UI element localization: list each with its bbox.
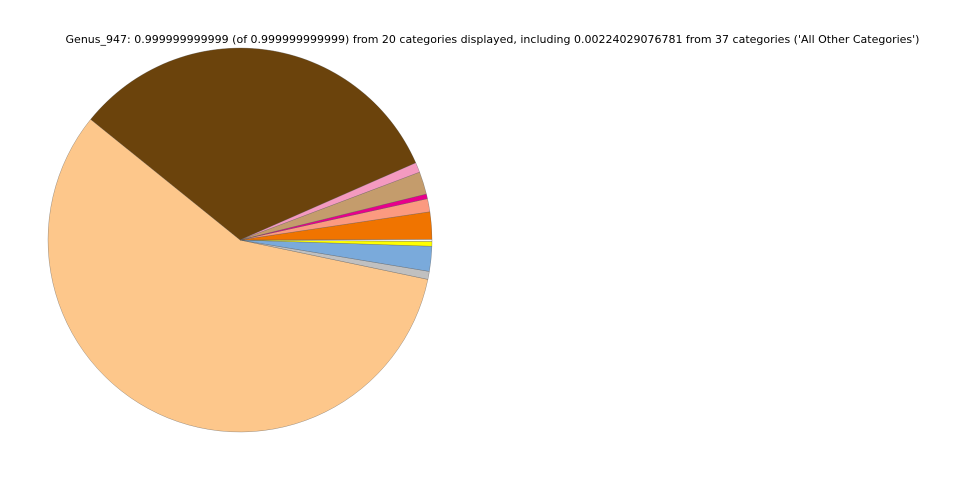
pie-slice-10 (239, 162, 420, 241)
chart-title: Genus_947: 0.999999999999 (of 0.99999999… (65, 33, 920, 46)
pie-slice-0 (90, 47, 417, 241)
pie-slice-1 (47, 119, 429, 433)
